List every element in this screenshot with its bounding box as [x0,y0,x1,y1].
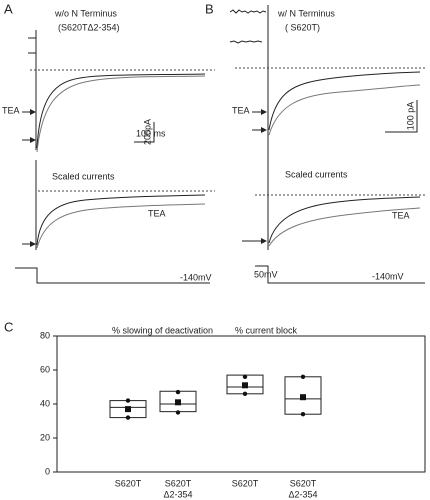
y-tick-label: 40 [40,398,50,408]
scale-label: 100 pA [405,102,415,131]
x-tick-label: S620T [290,478,317,488]
voltage-label: -140mV [180,272,212,282]
data-point [300,412,306,417]
panel-subtitle: ( S620T) [285,22,320,32]
panel-label: C [4,319,13,334]
tea-label: TEA [232,105,250,115]
panel-label: A [4,1,13,16]
x-tick-label: Δ2-354 [163,489,192,499]
data-point [300,394,306,401]
holding-label: 50mV [254,269,278,279]
voltage-label: -140mV [372,271,404,281]
scaled-title: Scaled currents [285,169,348,179]
tea-label: TEA [2,105,20,115]
data-point [242,382,248,389]
scaled-title: Scaled currents [52,171,115,181]
y-tick-label: 60 [40,364,50,374]
scale-label: 200pA [142,119,152,145]
x-tick-label: S620T [165,478,192,488]
traces-a [15,30,215,284]
tea-label: TEA [392,210,410,220]
data-point [125,415,131,420]
tea-label: TEA [148,208,166,218]
data-point [125,398,131,403]
x-tick-label: S620T [232,478,259,488]
y-tick-label: 80 [40,330,50,340]
data-point [175,410,181,415]
data-point [125,406,131,413]
data-point [175,389,181,395]
traces-b [229,5,425,284]
scale-label: 100 ms [136,128,166,138]
panel-title: w/ N Terminus [277,8,335,18]
y-tick-label: 0 [45,466,50,476]
x-tick-label: S620T [115,478,142,488]
annotation: % current block [235,325,298,335]
panel-label: B [205,1,214,16]
data-point [242,391,248,396]
data-point [242,374,248,379]
plot-frame [56,335,426,473]
panel-subtitle: (S620TΔ2-354) [58,22,120,32]
data-point [175,399,181,406]
panel-title: w/o N Terminus [54,8,117,18]
x-tick-label: Δ2-354 [288,489,317,499]
data-point [300,374,306,379]
y-tick-label: 20 [40,432,50,442]
annotation: % slowing of deactivation [112,325,213,335]
